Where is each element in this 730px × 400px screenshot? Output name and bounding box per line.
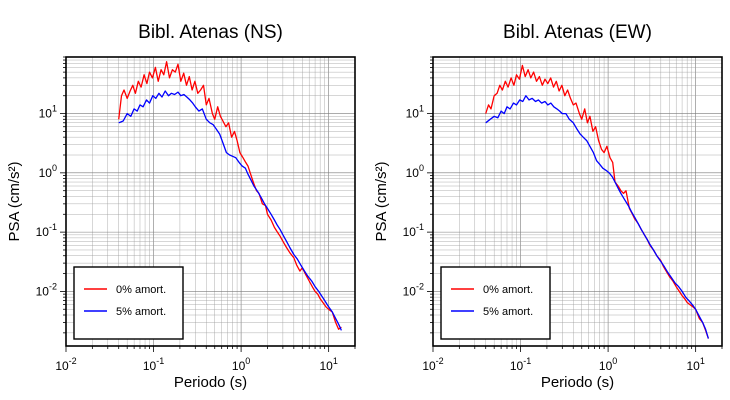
x-axis-label: Periodo (s) bbox=[541, 374, 614, 391]
chart-title: Bibl. Atenas (NS) bbox=[138, 22, 283, 43]
y-tick-label: 101 bbox=[39, 104, 57, 121]
x-tick-label: 101 bbox=[686, 356, 704, 373]
legend: 0% amort. 5% amort. bbox=[440, 266, 551, 340]
plot-frame bbox=[65, 56, 356, 347]
series-line-red bbox=[485, 64, 710, 339]
y-tick-label: 100 bbox=[39, 163, 57, 180]
grid bbox=[432, 56, 723, 346]
y-tick-label: 10-1 bbox=[36, 222, 57, 239]
x-tick-label: 10-2 bbox=[422, 356, 443, 373]
y-tick-label: 101 bbox=[406, 104, 424, 121]
x-tick-label: 100 bbox=[232, 356, 250, 373]
legend-label: 5% amort. bbox=[116, 306, 166, 318]
legend-label: 5% amort. bbox=[483, 306, 533, 318]
legend-label: 0% amort. bbox=[483, 284, 533, 296]
y-tick-label: 100 bbox=[406, 163, 424, 180]
x-tick-label: 101 bbox=[319, 356, 337, 373]
y-axis-label: PSA (cm/s²) bbox=[373, 161, 390, 241]
chart-panel-2: 10-2 10-1 100 101 10-2 10-1 100 101 Bibl. Atenas… bbox=[373, 22, 723, 391]
plot-frame bbox=[432, 56, 723, 347]
x-tick-label: 10-2 bbox=[55, 356, 76, 373]
chart-panel-1: 10-2 10-1 100 101 10-2 10-1 100 101 Bibl. Atenas… bbox=[6, 22, 356, 391]
y-tick-label: 10-1 bbox=[403, 222, 424, 239]
y-tick-label: 10-2 bbox=[36, 281, 57, 298]
y-tick-label: 10-2 bbox=[403, 281, 424, 298]
x-axis-label: Periodo (s) bbox=[174, 374, 247, 391]
x-tick-label: 10-1 bbox=[510, 356, 531, 373]
series-line-blue bbox=[118, 90, 342, 331]
chart-title: Bibl. Atenas (EW) bbox=[503, 22, 652, 43]
series-line-blue bbox=[485, 95, 710, 339]
legend-label: 0% amort. bbox=[116, 284, 166, 296]
y-axis-label: PSA (cm/s²) bbox=[6, 161, 23, 241]
legend: 0% amort. 5% amort. bbox=[73, 266, 184, 340]
legend-box bbox=[440, 266, 551, 340]
x-tick-label: 10-1 bbox=[143, 356, 164, 373]
x-tick-label: 100 bbox=[599, 356, 617, 373]
legend-box bbox=[73, 266, 184, 340]
